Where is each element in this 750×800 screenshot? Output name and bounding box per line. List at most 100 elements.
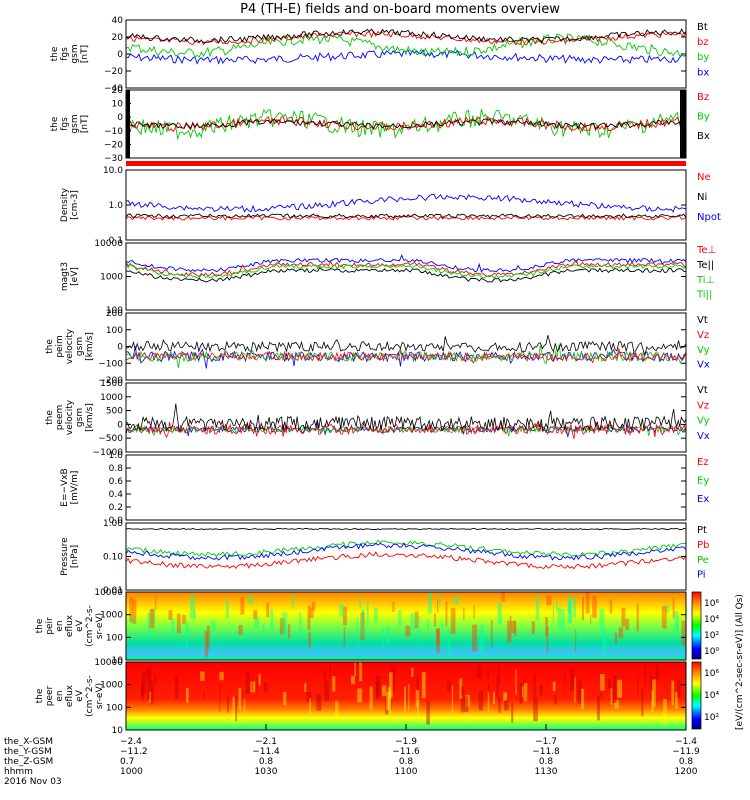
legend-vy: Vy xyxy=(697,416,710,427)
spectrogram-streak xyxy=(515,668,517,695)
trace-line xyxy=(125,33,687,58)
y-tick-label: 10.0 xyxy=(103,166,123,176)
spectrogram-streak xyxy=(306,692,312,703)
spectrogram-streak xyxy=(599,608,605,631)
spectrogram-streak xyxy=(154,674,156,686)
spectrogram-streak xyxy=(564,671,566,690)
spectrogram-streak xyxy=(454,596,459,605)
y-axis-label: [nT] xyxy=(80,45,90,63)
spectrogram-streak xyxy=(270,608,274,631)
y-axis-label: the xyxy=(45,410,55,425)
x-tick-label: −11.8 xyxy=(532,747,560,757)
spectrogram-streak xyxy=(132,599,137,624)
y-tick-label: 1.0 xyxy=(109,201,124,211)
spectrogram-streak xyxy=(437,598,439,613)
spectrogram-streak xyxy=(427,592,432,614)
x-tick-label: −11.4 xyxy=(252,747,280,757)
spectrogram-streak xyxy=(522,686,524,698)
trace-line xyxy=(125,539,687,558)
spectrogram-streak xyxy=(498,666,500,686)
spectrogram-streak xyxy=(574,677,576,703)
spectrogram-streak xyxy=(227,696,229,713)
y-axis-label: the xyxy=(50,116,60,131)
trace-line xyxy=(125,403,687,433)
y-tick-label: 10000 xyxy=(94,658,123,668)
spectrogram-streak xyxy=(478,690,483,711)
panel-efield: 1.0 0.8 0.6 0.4 0.2 0.0 E=−VxB [mV/m] xyxy=(60,451,687,526)
legend-pb: Pb xyxy=(697,540,709,551)
spectrogram-streak xyxy=(672,597,675,619)
spectrogram-streak xyxy=(609,599,613,614)
spectrogram-streak xyxy=(190,594,195,619)
legend-pe: Pe xyxy=(697,555,709,566)
panel-fgs_gsm: 40 20 0 −20 −40 the fgs gsm [nT] xyxy=(50,16,687,94)
trace-line xyxy=(125,262,687,279)
spectrogram-streak xyxy=(552,604,554,626)
panel-density: 10.0 1.0 0.1 Density [cm-3] xyxy=(60,166,687,246)
spectrogram-streak xyxy=(356,617,359,646)
spectrogram-streak xyxy=(146,667,152,683)
panel-peir_spectrogram: 10000 1000 100 10 the peir en eflux eV (cm^2-s-sr… xyxy=(35,588,687,666)
spectrogram-streak xyxy=(398,609,402,626)
legend-ti: Ti|| xyxy=(696,290,712,301)
spectrogram-streak xyxy=(675,691,678,709)
legend-ex: Ex xyxy=(697,494,709,505)
spectrogram-streak xyxy=(360,612,365,640)
y-axis-label: fgs xyxy=(60,117,70,131)
colorbar-tick-label: 10⁴ xyxy=(704,615,719,625)
spectrogram-streak xyxy=(663,698,667,726)
spectrogram-streak xyxy=(590,614,592,625)
spectrogram-streak xyxy=(625,618,630,630)
y-tick-label: 200 xyxy=(106,309,123,319)
x-tick-label: −1.9 xyxy=(395,737,417,747)
x-tick-label: 0.8 xyxy=(259,757,274,767)
x-tick-label: 0.8 xyxy=(679,757,694,767)
spectrogram-streak xyxy=(391,665,396,692)
spectrogram-streak xyxy=(385,693,389,715)
spectrogram-streak xyxy=(256,676,258,695)
spectrogram-streak xyxy=(676,680,681,698)
y-axis-label: gsm xyxy=(75,408,85,427)
spectrogram-streak xyxy=(258,674,261,686)
trace-line xyxy=(125,28,687,44)
y-tick-label: 100 xyxy=(106,326,123,336)
spectrogram-streak xyxy=(304,683,307,692)
spectrogram-streak xyxy=(240,596,245,615)
y-tick-label: 0.6 xyxy=(109,477,124,487)
spectrogram-streak xyxy=(382,627,385,646)
spectrogram-streak xyxy=(463,607,465,620)
spectrogram-streak xyxy=(479,624,484,653)
spectrogram-streak xyxy=(519,682,523,704)
spectrogram-streak xyxy=(451,685,454,714)
x-row-label: the_Y-GSM xyxy=(4,747,52,757)
spectrogram-streak xyxy=(283,692,287,706)
spectrogram-streak xyxy=(359,597,362,608)
spectrogram-streak xyxy=(262,624,265,633)
x-tick-label: 0.8 xyxy=(399,757,414,767)
y-tick-label: 1500 xyxy=(100,379,123,389)
trace-line xyxy=(125,335,687,357)
spectrogram-streak xyxy=(150,608,156,624)
spectrogram-streak xyxy=(546,595,552,606)
legend-bx: bx xyxy=(697,67,709,78)
y-axis-label: eV xyxy=(75,689,85,702)
spectrogram-streak xyxy=(681,620,686,646)
spectrogram-streak xyxy=(436,628,440,647)
spectrogram-streak xyxy=(636,603,639,632)
spectrogram-streak xyxy=(556,601,559,612)
y-tick-label: 0.01 xyxy=(103,586,123,596)
y-tick-label: 100 xyxy=(106,633,123,643)
spectrogram-streak xyxy=(203,690,205,699)
y-axis-label: peem xyxy=(55,405,65,431)
spectrogram-streak xyxy=(501,592,505,602)
spectrogram-streak xyxy=(389,696,392,710)
x-tick-label: 1200 xyxy=(675,767,698,777)
spectrogram-streak xyxy=(459,678,463,699)
x-tick-label: 1000 xyxy=(120,767,143,777)
legend-te: Te⊥ xyxy=(696,245,716,256)
y-tick-label: 10 xyxy=(112,656,124,666)
spectrogram-streak xyxy=(354,662,356,676)
spectrogram-streak xyxy=(129,597,133,623)
spectrogram-streak xyxy=(618,627,624,638)
